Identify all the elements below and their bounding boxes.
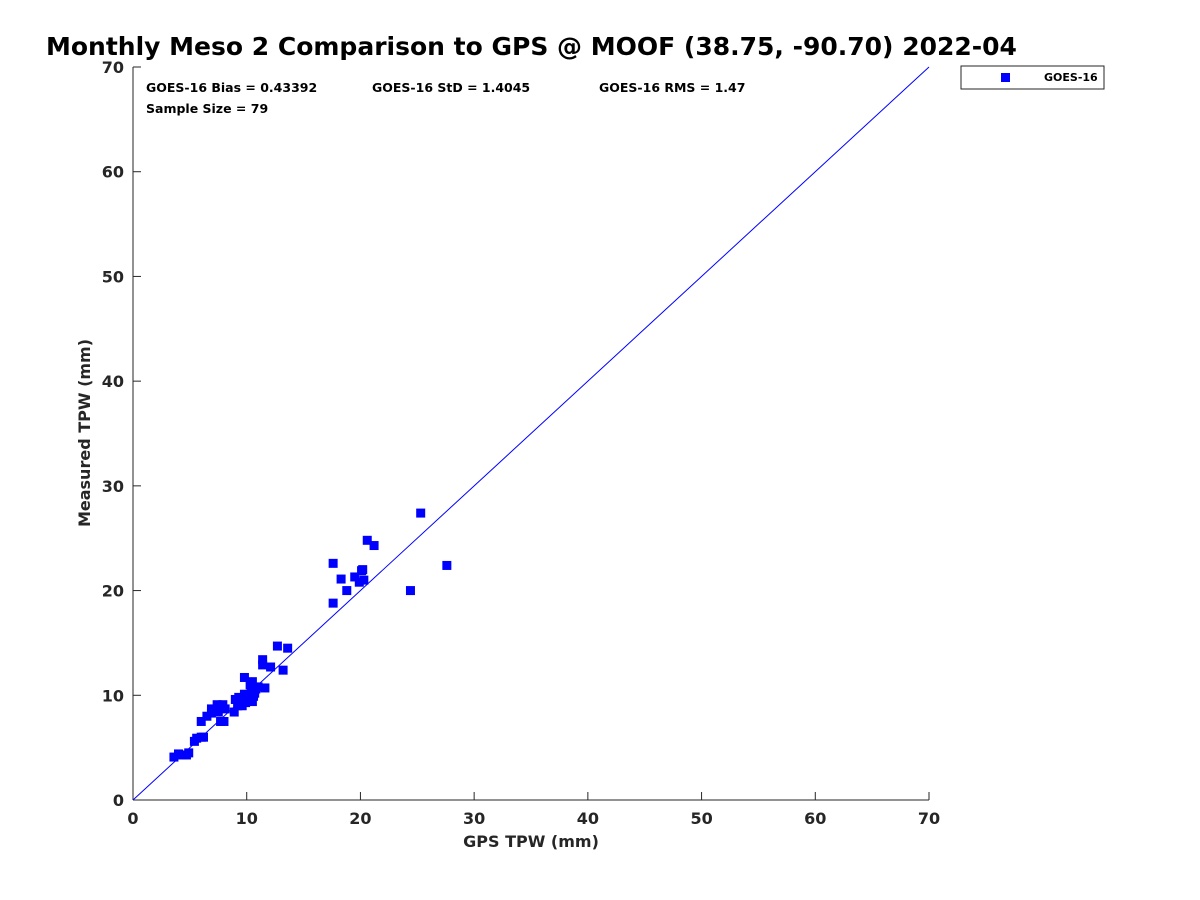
- data-point: [212, 700, 222, 710]
- data-point: [342, 586, 352, 596]
- data-point: [196, 716, 206, 726]
- data-point: [258, 660, 268, 670]
- y-tick-label: 70: [102, 58, 124, 77]
- x-tick-label: 60: [804, 809, 826, 828]
- data-point: [354, 577, 364, 587]
- data-point: [229, 707, 239, 717]
- plot-area: 0 10 20 30 40 50 60 70 0 10 20 30 40 50 60 70: [102, 58, 940, 828]
- data-point: [253, 682, 263, 692]
- legend: GOES-16: [960, 65, 1105, 90]
- x-tick-label: 30: [463, 809, 485, 828]
- y-tick-label: 20: [102, 582, 124, 601]
- y-tick-label: 10: [102, 686, 124, 705]
- x-tick-label: 50: [690, 809, 712, 828]
- sample-size-stat: Sample Size = 79: [146, 101, 268, 116]
- x-axis-ticks: 0 10 20 30 40 50 60 70: [127, 792, 940, 828]
- data-point: [272, 641, 282, 651]
- data-point: [220, 704, 230, 714]
- y-tick-label: 40: [102, 372, 124, 391]
- y-tick-label: 30: [102, 477, 124, 496]
- data-point: [192, 733, 202, 743]
- data-points: [169, 508, 452, 762]
- y-axis-label: Measured TPW (mm): [75, 339, 94, 527]
- data-point: [405, 586, 415, 596]
- data-point: [202, 711, 212, 721]
- data-point: [266, 662, 276, 672]
- data-point: [362, 535, 372, 545]
- data-point: [416, 508, 426, 518]
- x-tick-label: 10: [236, 809, 258, 828]
- chart-title: Monthly Meso 2 Comparison to GPS @ MOOF …: [46, 32, 1017, 61]
- y-tick-label: 60: [102, 163, 124, 182]
- y-tick-label: 50: [102, 267, 124, 286]
- data-point: [239, 672, 249, 682]
- data-point: [258, 655, 268, 665]
- data-point: [219, 716, 229, 726]
- data-point: [283, 643, 293, 653]
- x-tick-label: 70: [918, 809, 940, 828]
- data-point: [260, 683, 270, 693]
- data-point: [247, 697, 257, 707]
- y-axis-ticks: 0 10 20 30 40 50 60 70: [102, 58, 141, 810]
- x-tick-label: 40: [577, 809, 599, 828]
- x-tick-label: 20: [349, 809, 371, 828]
- data-point: [199, 732, 209, 742]
- data-point: [213, 707, 223, 717]
- data-point: [442, 560, 452, 570]
- data-point: [328, 598, 338, 608]
- legend-label: GOES-16: [1044, 71, 1098, 84]
- legend-box: [960, 65, 1105, 90]
- data-point: [247, 677, 257, 687]
- std-stat: GOES-16 StD = 1.4045: [372, 80, 530, 95]
- x-tick-label: 0: [127, 809, 138, 828]
- data-point: [358, 565, 368, 575]
- legend-marker-square-icon: [1001, 73, 1010, 82]
- data-point: [177, 750, 187, 760]
- data-point: [278, 665, 288, 675]
- data-point: [184, 748, 194, 758]
- bias-stat: GOES-16 Bias = 0.43392: [146, 80, 317, 95]
- y-tick-label: 0: [113, 791, 124, 810]
- data-point: [359, 575, 369, 585]
- data-point: [350, 572, 360, 582]
- data-point: [328, 558, 338, 568]
- data-point: [169, 752, 179, 762]
- one-to-one-reference-line: [132, 66, 930, 801]
- data-point: [234, 692, 244, 702]
- data-point: [336, 574, 346, 584]
- x-axis-label: GPS TPW (mm): [463, 832, 599, 851]
- rms-stat: GOES-16 RMS = 1.47: [599, 80, 745, 95]
- data-point: [369, 541, 379, 551]
